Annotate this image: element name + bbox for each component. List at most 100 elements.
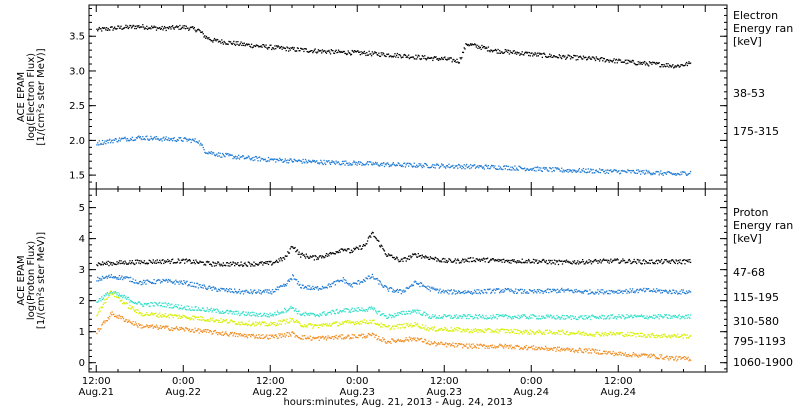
data-point xyxy=(131,306,133,308)
data-point xyxy=(226,262,229,264)
data-point xyxy=(460,315,462,318)
data-point xyxy=(180,28,182,30)
data-point xyxy=(276,310,278,312)
data-point xyxy=(624,317,626,319)
data-point xyxy=(247,261,249,263)
data-point xyxy=(439,288,441,290)
data-point xyxy=(612,290,614,292)
data-point xyxy=(666,336,668,338)
data-point xyxy=(499,52,502,54)
data-point xyxy=(203,264,205,266)
data-point xyxy=(397,327,399,329)
data-point xyxy=(543,166,545,169)
data-point xyxy=(410,285,412,287)
data-point xyxy=(490,49,492,51)
data-point xyxy=(226,322,229,324)
data-point xyxy=(617,316,619,318)
data-point xyxy=(637,333,639,335)
data-point xyxy=(282,285,284,287)
data-point xyxy=(312,159,314,162)
data-point xyxy=(538,288,540,291)
data-point xyxy=(451,261,453,263)
data-point xyxy=(366,240,369,242)
data-point xyxy=(267,156,270,159)
data-point xyxy=(291,331,293,333)
data-point xyxy=(107,296,109,299)
data-point xyxy=(236,43,238,45)
data-point xyxy=(256,44,258,47)
data-point xyxy=(620,317,622,319)
data-point xyxy=(412,325,414,327)
data-point xyxy=(230,264,233,266)
data-point xyxy=(267,48,269,50)
data-point xyxy=(655,260,657,263)
data-point xyxy=(118,260,121,262)
data-point xyxy=(428,328,431,330)
data-point xyxy=(146,279,148,281)
data-point xyxy=(651,290,653,292)
data-point xyxy=(348,162,350,164)
data-point xyxy=(444,258,446,260)
data-point xyxy=(318,339,320,341)
data-point xyxy=(631,334,634,337)
data-point xyxy=(343,50,345,53)
data-point xyxy=(614,316,616,318)
data-point xyxy=(569,317,571,319)
data-point xyxy=(601,169,603,172)
data-point xyxy=(300,324,302,327)
data-point xyxy=(613,332,615,335)
data-point xyxy=(405,287,407,289)
data-point xyxy=(445,165,448,167)
data-point xyxy=(432,287,435,289)
data-point xyxy=(302,338,304,340)
data-point xyxy=(436,316,438,318)
data-point xyxy=(222,288,225,290)
data-point xyxy=(380,313,382,316)
data-point xyxy=(565,58,567,60)
data-point xyxy=(198,319,200,321)
data-point xyxy=(247,311,249,313)
data-point xyxy=(214,320,216,323)
data-point xyxy=(455,61,457,64)
data-point xyxy=(362,310,364,312)
data-point xyxy=(294,278,296,280)
data-point xyxy=(165,316,167,318)
data-point xyxy=(429,57,432,59)
data-point xyxy=(308,160,311,163)
data-point xyxy=(600,334,602,337)
data-point xyxy=(155,315,158,317)
data-point xyxy=(152,327,154,329)
data-point xyxy=(108,274,110,276)
data-point xyxy=(436,58,438,60)
data-point xyxy=(279,46,282,49)
data-point xyxy=(540,170,543,172)
data-point xyxy=(577,260,579,262)
data-point xyxy=(184,25,186,27)
data-point xyxy=(176,140,178,143)
data-point xyxy=(426,164,428,167)
data-point xyxy=(211,311,213,313)
data-point xyxy=(210,307,212,309)
data-point xyxy=(123,320,125,322)
data-point xyxy=(119,315,121,318)
data-point xyxy=(263,44,265,46)
data-point xyxy=(113,277,116,279)
data-point xyxy=(285,160,287,162)
data-point xyxy=(166,26,168,29)
data-point xyxy=(245,157,247,160)
data-point xyxy=(651,259,653,261)
data-point xyxy=(589,170,591,172)
data-point xyxy=(128,307,130,309)
data-point xyxy=(511,290,513,292)
data-point xyxy=(541,333,544,335)
data-point xyxy=(529,55,531,57)
data-point xyxy=(631,262,633,264)
data-point xyxy=(191,139,193,141)
data-point xyxy=(186,27,188,29)
data-point xyxy=(259,261,262,263)
data-point xyxy=(632,169,635,172)
data-point xyxy=(362,164,365,166)
data-point xyxy=(153,313,155,315)
data-point xyxy=(235,263,237,265)
data-point xyxy=(416,312,418,314)
